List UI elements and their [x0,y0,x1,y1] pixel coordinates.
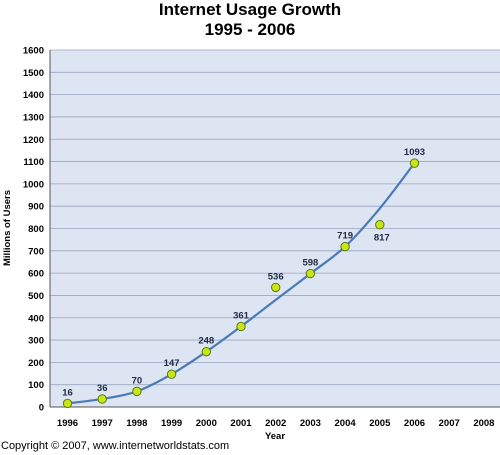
y-tick-label: 500 [28,291,44,302]
gridlines [50,49,500,386]
data-point [340,241,350,252]
data-point [166,369,177,379]
x-tick-label: 2003 [300,418,321,429]
data-labels: 16 36 70 147 248 361 536 598 719 817 1093 [62,147,425,398]
y-tick-label: 200 [28,358,44,369]
chart-subtitle: 1995 - 2006 [204,20,296,39]
data-label: 536 [268,271,284,282]
x-tick-label: 2000 [196,418,217,429]
y-tick-label: 1300 [23,112,44,123]
x-tick-label: 2004 [335,418,357,429]
data-point [97,394,107,404]
data-point [409,158,420,168]
x-tick-label: 1996 [57,418,78,429]
y-tick-label: 1500 [23,68,44,79]
x-tick-label: 1998 [126,418,147,429]
y-tick-label: 1100 [23,157,44,168]
data-label: 719 [337,231,353,242]
x-axis-label: Year [265,431,285,440]
chart-svg: 0 100 200 300 400 500 600 700 800 900 1000 1100 1200… [2,46,500,440]
data-label: 36 [97,383,108,394]
y-tick-label: 1000 [23,179,44,190]
data-label: 598 [302,258,318,269]
x-tick-label: 2001 [230,418,252,429]
data-point [375,220,385,230]
data-label: 361 [233,310,250,321]
data-point [236,321,246,332]
data-label: 147 [164,358,180,369]
data-point [62,398,73,409]
y-tick-label: 700 [28,246,44,257]
y-tick-label: 400 [28,313,44,324]
copyright-text: Copyright © 2007, www.internetworldstats… [1,440,230,452]
data-points [62,158,420,409]
y-axis-label: Millions of Users [2,190,13,266]
data-point [132,386,142,397]
chart-title-line: Internet Usage Growth [158,0,342,19]
x-tick-label: 2006 [404,418,425,429]
y-tick-label: 900 [28,202,44,213]
data-label: 1093 [404,147,425,158]
data-label: 70 [132,375,143,386]
y-tick-label: 1400 [23,90,44,101]
x-tick-label: 2007 [439,418,460,429]
x-tick-label: 1997 [92,418,113,429]
x-tick-labels: 1996 1997 1998 1999 2000 2001 2002 2003 2004 2005… [57,418,495,429]
y-tick-label: 1200 [23,135,44,146]
data-label: 817 [374,233,390,244]
data-label: 16 [62,387,73,398]
y-tick-label: 1600 [23,46,44,57]
y-tick-labels: 0 100 200 300 400 500 600 700 800 900 1000 1100 1200… [23,46,44,414]
chart-title: Internet Usage Growth 1995 - 2006 [0,0,500,40]
y-tick-label: 300 [28,336,44,347]
data-point [305,268,316,279]
x-tick-label: 2005 [369,418,391,429]
y-tick-label: 100 [28,380,44,391]
x-tick-label: 1999 [161,418,182,429]
data-point [201,346,212,357]
axes [49,50,500,408]
y-tick-label: 800 [28,224,44,235]
data-label: 248 [198,336,214,347]
y-tick-label: 600 [28,269,44,280]
y-tick-label: 0 [39,403,44,414]
data-point [271,282,281,293]
x-tick-label: 2002 [265,418,286,429]
x-tick-label: 2008 [473,418,494,429]
